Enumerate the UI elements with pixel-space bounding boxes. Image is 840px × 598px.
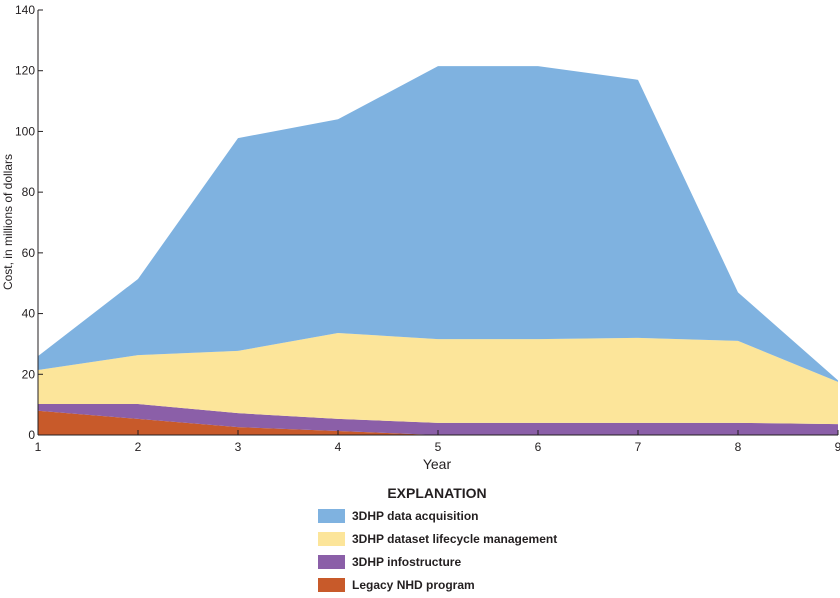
legend-label: 3DHP data acquisition (352, 509, 478, 523)
legend-swatch (318, 532, 345, 546)
legend-label: 3DHP dataset lifecycle management (352, 532, 557, 546)
legend-swatch (318, 555, 345, 569)
legend-label: 3DHP infostructure (352, 555, 461, 569)
x-tick-label: 1 (35, 440, 42, 454)
x-tick-label: 8 (735, 440, 742, 454)
y-axis-label: Cost, in millions of dollars (1, 154, 15, 290)
x-tick-label: 6 (535, 440, 542, 454)
area (38, 66, 838, 382)
x-tick-label: 2 (135, 440, 142, 454)
y-tick-label: 20 (22, 367, 36, 381)
legend-label: Legacy NHD program (352, 578, 475, 592)
x-tick-label: 4 (335, 440, 342, 454)
y-tick-label: 0 (28, 428, 35, 442)
x-tick-label: 3 (235, 440, 242, 454)
y-tick-label: 120 (15, 64, 35, 78)
x-tick-label: 5 (435, 440, 442, 454)
legend-swatch (318, 578, 345, 592)
area (38, 333, 838, 425)
x-tick-label: 9 (835, 440, 840, 454)
y-tick-label: 40 (22, 307, 36, 321)
x-axis-label: Year (423, 456, 452, 472)
area (38, 410, 838, 435)
plot-area (38, 66, 838, 435)
area (38, 404, 838, 435)
legend-swatch (318, 509, 345, 523)
y-tick-label: 140 (15, 3, 35, 17)
x-tick-label: 7 (635, 440, 642, 454)
y-tick-label: 60 (22, 246, 36, 260)
y-tick-label: 80 (22, 185, 36, 199)
legend-title: EXPLANATION (387, 485, 486, 501)
y-tick-label: 100 (15, 124, 35, 138)
